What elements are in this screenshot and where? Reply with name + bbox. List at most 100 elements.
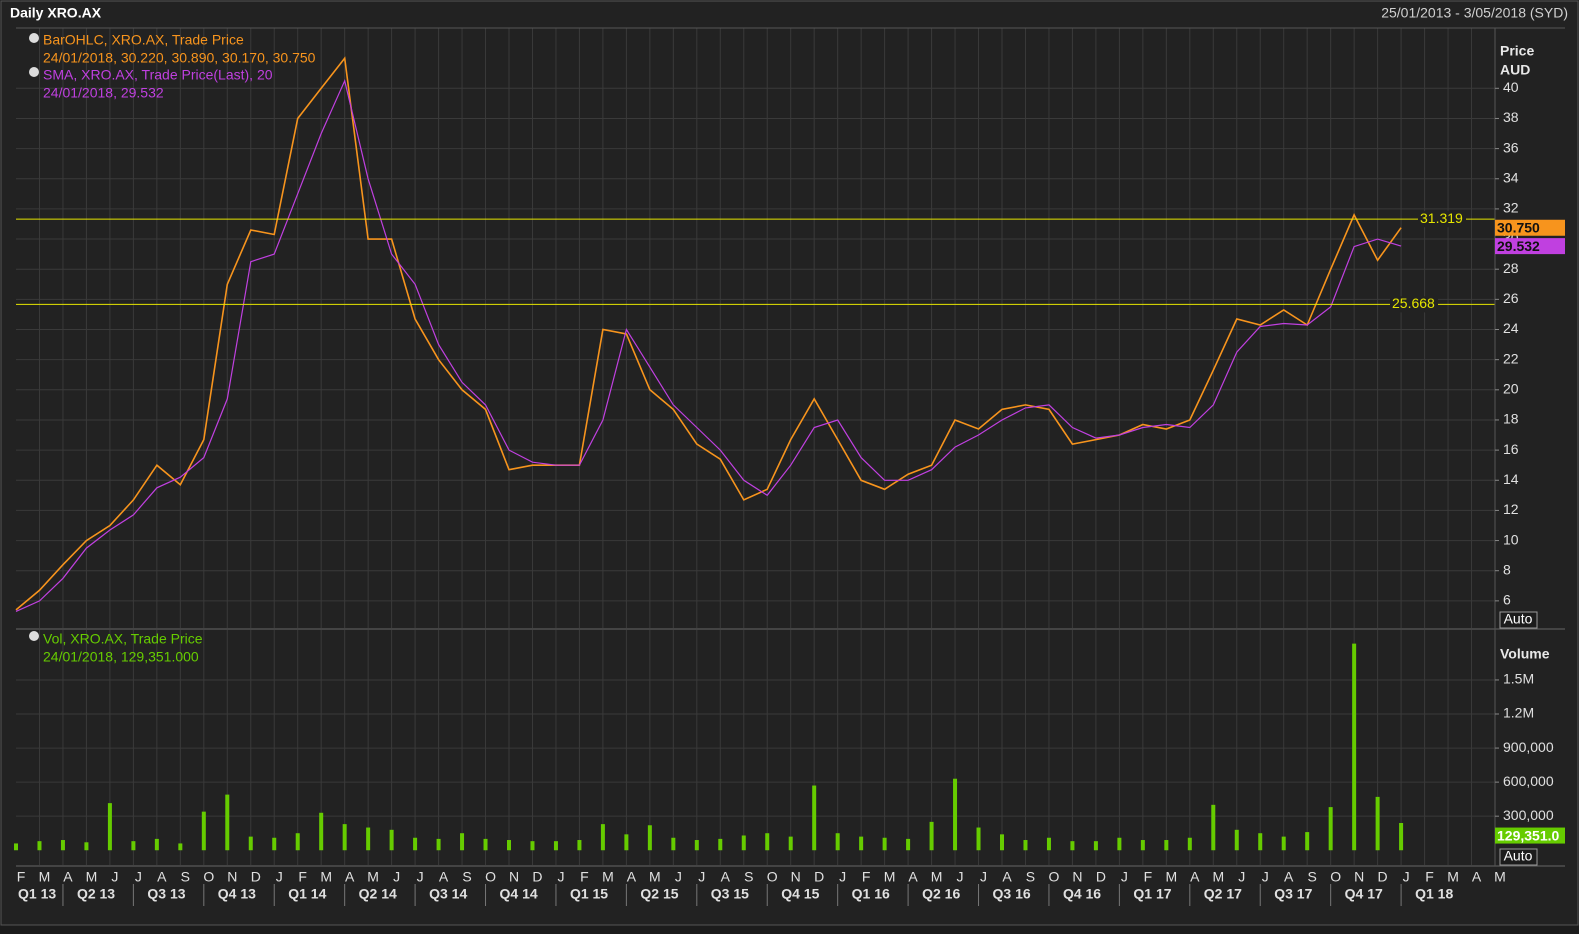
volume-bar bbox=[624, 834, 629, 851]
y-tick-label: 1.5M bbox=[1503, 671, 1534, 687]
volume-bar bbox=[389, 829, 394, 851]
line-label-bg bbox=[1418, 211, 1466, 228]
x-tick-label: S bbox=[1308, 869, 1317, 885]
volume-bar bbox=[507, 840, 511, 851]
y-tick-label: 26 bbox=[1503, 290, 1519, 306]
auto-button[interactable] bbox=[1499, 848, 1538, 866]
value-tag-label: 129,351.0 bbox=[1497, 827, 1559, 843]
volume-bar bbox=[1046, 837, 1051, 851]
x-tick-label: A bbox=[1284, 869, 1294, 885]
volume-bar bbox=[1164, 840, 1169, 851]
y-tick-label: 34 bbox=[1503, 169, 1519, 185]
legend-entry: BarOHLC, XRO.AX, Trade Price bbox=[43, 32, 244, 48]
x-tick-label: O bbox=[1330, 869, 1341, 885]
quarter-label: Q2 16 bbox=[922, 886, 960, 902]
grid-layer bbox=[16, 28, 1495, 865]
x-tick-label: N bbox=[1354, 869, 1364, 885]
volume-bar bbox=[553, 841, 558, 851]
x-tick-label: J bbox=[417, 869, 424, 885]
x-tick-label: S bbox=[181, 869, 190, 885]
y-tick-label: 8 bbox=[1503, 561, 1511, 577]
volume-bar bbox=[84, 842, 89, 851]
x-tick-label: D bbox=[251, 869, 261, 885]
quarter-label: Q4 13 bbox=[218, 886, 256, 902]
x-tick-label: A bbox=[721, 869, 731, 885]
volume-bar bbox=[741, 835, 746, 851]
volume-bar bbox=[131, 841, 136, 851]
volume-bar bbox=[1000, 834, 1004, 851]
quarter-label: Q2 15 bbox=[640, 886, 678, 902]
x-tick-label: F bbox=[17, 869, 26, 885]
x-tick-label: N bbox=[227, 869, 237, 885]
x-tick-label: A bbox=[63, 869, 73, 885]
volume-bar bbox=[154, 838, 159, 851]
volume-bar bbox=[1375, 796, 1380, 851]
x-tick-label: J bbox=[111, 869, 118, 885]
volume-bar bbox=[1093, 841, 1098, 851]
quarter-label: Q2 13 bbox=[77, 886, 115, 902]
quarter-label: Q3 16 bbox=[993, 886, 1031, 902]
volume-bar bbox=[647, 825, 652, 851]
x-tick-label: O bbox=[485, 869, 496, 885]
legend-detail: 24/01/2018, 129,351.000 bbox=[43, 649, 199, 665]
x-tick-label: M bbox=[602, 869, 614, 885]
auto-button[interactable] bbox=[1499, 611, 1538, 629]
y-tick-label: 38 bbox=[1503, 109, 1519, 125]
y-tick-label: 900,000 bbox=[1503, 739, 1554, 755]
volume-panel bbox=[16, 630, 1495, 865]
y-tick-label: 22 bbox=[1503, 350, 1519, 366]
line-label-bg bbox=[1390, 296, 1438, 313]
auto-label[interactable]: Auto bbox=[1504, 848, 1533, 864]
volume-bar bbox=[1234, 829, 1239, 851]
x-tick-label: D bbox=[1378, 869, 1388, 885]
x-tick-label: A bbox=[439, 869, 449, 885]
legend-icon[interactable] bbox=[29, 67, 39, 77]
volume-bar bbox=[225, 794, 230, 851]
quarter-label: Q3 13 bbox=[147, 886, 185, 902]
y-tick-label: 20 bbox=[1503, 381, 1519, 397]
legend-icon[interactable] bbox=[29, 33, 39, 43]
x-tick-label: J bbox=[276, 869, 283, 885]
quarter-label: Q2 17 bbox=[1204, 886, 1242, 902]
x-tick-label: O bbox=[767, 869, 778, 885]
y-tick-label: 14 bbox=[1503, 471, 1519, 487]
x-tick-label: F bbox=[580, 869, 589, 885]
volume-bar bbox=[812, 785, 817, 851]
auto-label[interactable]: Auto bbox=[1504, 611, 1533, 627]
volume-bar bbox=[1281, 836, 1286, 851]
x-tick-label: J bbox=[1403, 869, 1410, 885]
quarter-label: Q2 14 bbox=[359, 886, 397, 902]
date-range: 25/01/2013 - 3/05/2018 (SYD) bbox=[1381, 5, 1568, 21]
x-tick-label: N bbox=[1072, 869, 1082, 885]
x-tick-label: D bbox=[814, 869, 824, 885]
legend-icon[interactable] bbox=[29, 631, 39, 641]
volume-bar bbox=[929, 821, 934, 851]
x-tick-label: M bbox=[1212, 869, 1224, 885]
line-label: 31.319 bbox=[1420, 210, 1463, 226]
volume-bar bbox=[1352, 643, 1357, 851]
axis-title: AUD bbox=[1500, 62, 1530, 78]
volume-bar bbox=[882, 837, 887, 851]
price-panel bbox=[16, 28, 1495, 628]
volume-bar bbox=[319, 812, 324, 851]
x-tick-label: J bbox=[980, 869, 987, 885]
x-tick-label: M bbox=[1494, 869, 1506, 885]
volume-bar bbox=[1187, 837, 1192, 851]
quarter-label: Q1 13 bbox=[18, 886, 56, 902]
volume-bar bbox=[600, 824, 605, 851]
volume-bar bbox=[14, 843, 18, 851]
volume-bar bbox=[1328, 807, 1333, 851]
legend-detail: 24/01/2018, 29.532 bbox=[43, 85, 164, 101]
volume-bar bbox=[178, 843, 183, 851]
volume-bar bbox=[1399, 822, 1404, 851]
x-tick-label: M bbox=[39, 869, 51, 885]
x-tick-label: A bbox=[1190, 869, 1200, 885]
volume-bar bbox=[107, 803, 112, 851]
volume-bar bbox=[460, 833, 465, 851]
volume-bar bbox=[718, 838, 723, 851]
axis-title: Price bbox=[1500, 43, 1534, 59]
value-tag bbox=[1495, 827, 1565, 844]
x-tick-label: M bbox=[1165, 869, 1177, 885]
x-tick-label: M bbox=[367, 869, 379, 885]
